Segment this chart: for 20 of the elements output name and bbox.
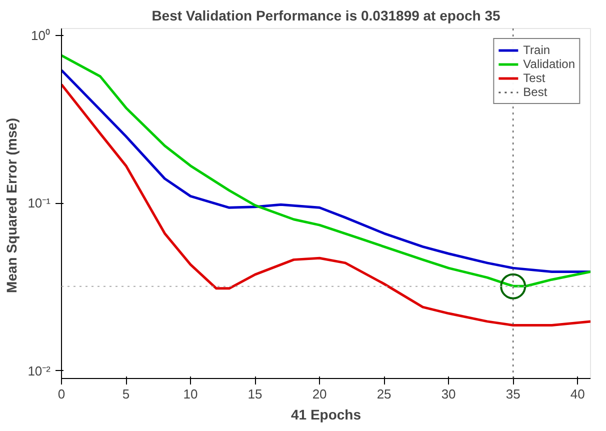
x-tick-label: 35	[506, 386, 520, 402]
x-tick-label: 5	[122, 386, 130, 402]
y-tick-label: 10⁰	[31, 28, 51, 43]
legend-label: Test	[523, 71, 546, 85]
y-tick-label: 10⁻¹	[28, 196, 52, 211]
legend-label: Validation	[523, 57, 575, 71]
x-tick-label: 0	[58, 386, 66, 402]
x-tick-label: 10	[183, 386, 198, 402]
legend-label: Train	[523, 43, 550, 57]
chart-title: Best Validation Performance is 0.031899 at epoch 35	[152, 8, 501, 24]
x-axis-title: 41 Epochs	[290, 406, 362, 422]
x-tick-label: 15	[248, 386, 262, 402]
ref-line-label: Best	[523, 85, 548, 99]
x-tick-label: 40	[570, 386, 585, 402]
y-axis-title: Mean Squared Error (mse)	[4, 118, 20, 293]
line-series	[62, 83, 590, 326]
x-tick-label: 20	[312, 386, 327, 402]
x-tick-label: 25	[376, 386, 392, 402]
x-tick-label: 30	[441, 386, 456, 402]
y-tick-label: 10⁻²	[28, 363, 52, 378]
